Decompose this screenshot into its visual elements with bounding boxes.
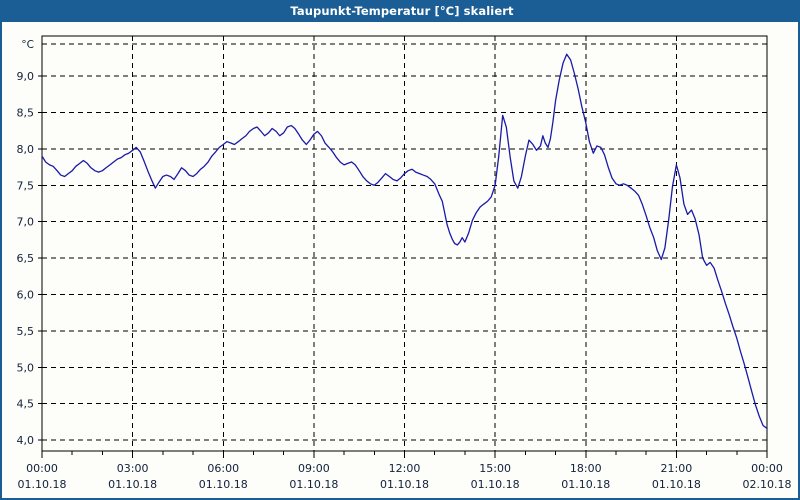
page-title: Taupunkt-Temperatur [°C] skaliert <box>290 4 514 18</box>
x-axis-date-label: 01.10.18 <box>380 478 429 491</box>
chart-canvas: 4,0 4,5 5,0 5,5 6,0 6,5 7,0 7,5 8,0 8,5 9,0 00:00 0… <box>2 22 798 496</box>
y-axis-tick-label: 6,5 <box>17 252 35 265</box>
chart-background <box>2 22 798 496</box>
y-axis-tick-label: 7,0 <box>17 216 35 229</box>
y-axis-tick-label: 5,5 <box>17 325 35 338</box>
y-axis-unit-text: °C <box>21 39 34 51</box>
x-axis-time-label: 03:00 <box>117 462 149 475</box>
x-axis-time-label: 00:00 <box>26 462 58 475</box>
y-axis-tick-label: 6,0 <box>17 288 35 301</box>
x-axis-time-label: 21:00 <box>661 462 693 475</box>
y-axis-unit-label: °C <box>21 39 34 51</box>
y-axis-tick-label: 9,0 <box>17 70 35 83</box>
y-axis-tick-label: 8,5 <box>17 106 35 119</box>
x-axis-date-label: 01.10.18 <box>18 478 67 491</box>
y-axis-tick-label: 4,5 <box>17 398 35 411</box>
x-axis-time-label: 18:00 <box>570 462 602 475</box>
x-axis-date-label: 02.10.18 <box>743 478 792 491</box>
y-axis-labels: 4,0 4,5 5,0 5,5 6,0 6,5 7,0 7,5 8,0 8,5 9,0 <box>17 70 35 447</box>
x-axis-date-label: 01.10.18 <box>289 478 338 491</box>
x-axis-time-label: 12:00 <box>389 462 421 475</box>
series-layer <box>41 53 768 430</box>
x-axis-labels: 00:00 01.10.18 03:00 01.10.18 06:00 01.10.18 0… <box>18 462 792 491</box>
x-axis-date-label: 01.10.18 <box>561 478 610 491</box>
line-chart: 4,04,55,05,56,06,57,07,58,08,59,0 00:000… <box>2 22 798 496</box>
x-axis-time-label: 06:00 <box>207 462 239 475</box>
x-axis-date-label: 01.10.18 <box>652 478 701 491</box>
y-axis-tick-label: 7,5 <box>17 179 35 192</box>
window-title-bar: Taupunkt-Temperatur [°C] skaliert <box>2 0 800 22</box>
data-series-line <box>41 53 768 430</box>
tick-mark-layer <box>38 75 768 458</box>
x-axis-time-label: 00:00 <box>751 462 783 475</box>
x-axis-date-label: 01.10.18 <box>199 478 248 491</box>
y-axis-tick-label: 8,0 <box>17 143 35 156</box>
y-axis-tick-label: 5,0 <box>17 361 35 374</box>
grid-layer <box>42 36 767 451</box>
x-axis-time-label: 15:00 <box>479 462 511 475</box>
x-axis-time-label: 09:00 <box>298 462 330 475</box>
x-axis-date-label: 01.10.18 <box>471 478 520 491</box>
y-axis-tick-label: 4,0 <box>17 434 35 447</box>
x-axis-date-label: 01.10.18 <box>108 478 157 491</box>
